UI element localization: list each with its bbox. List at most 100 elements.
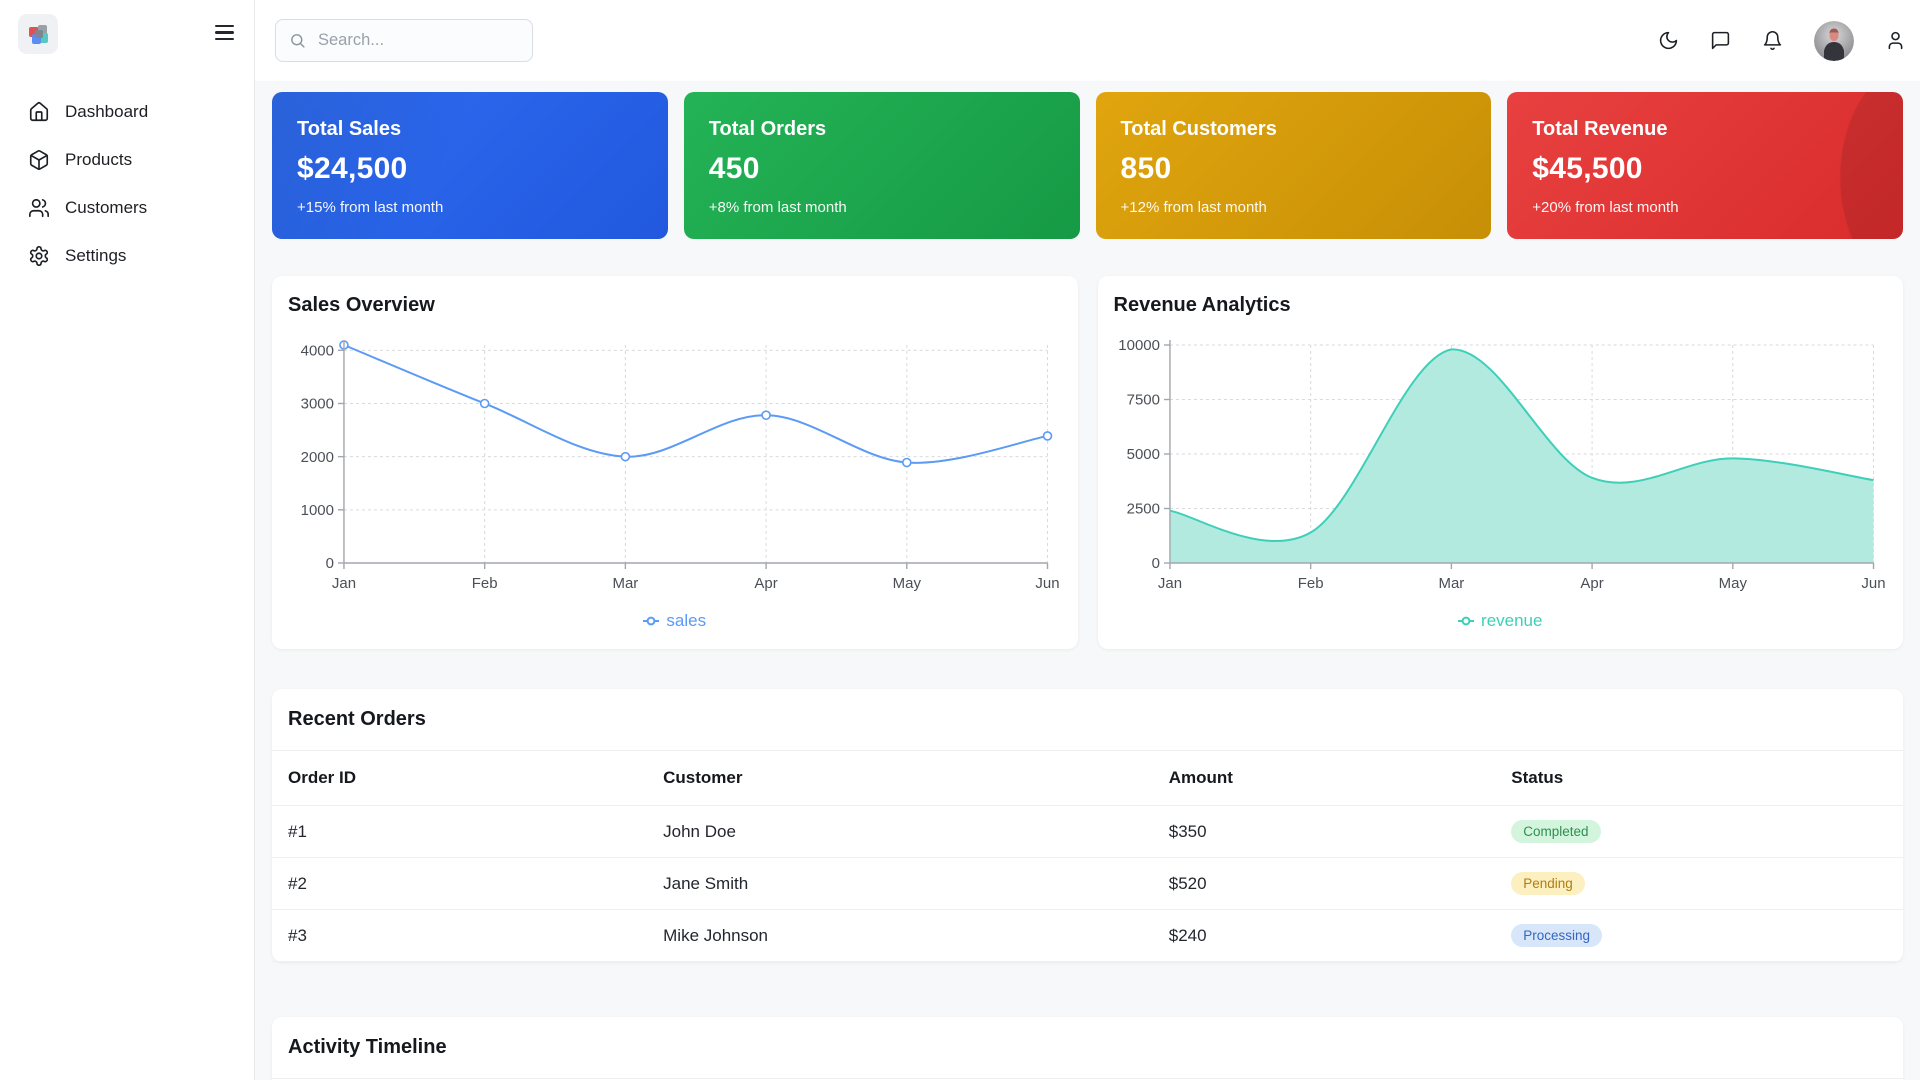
stat-card-total-revenue: Total Revenue $45,500 +20% from last mon… xyxy=(1507,92,1903,239)
column-header-status: Status xyxy=(1495,751,1903,806)
table-row: #3 Mike Johnson $240 Processing xyxy=(272,909,1903,962)
svg-text:Jun: Jun xyxy=(1035,575,1059,592)
cell-order-id: #1 xyxy=(272,805,648,858)
cell-amount: $350 xyxy=(1152,805,1496,858)
users-icon xyxy=(29,198,49,218)
avatar-image xyxy=(1814,20,1854,61)
page-content: Total Sales $24,500 +15% from last month… xyxy=(255,81,1920,1080)
legend-label: sales xyxy=(666,611,707,630)
cell-status: Processing xyxy=(1495,909,1903,962)
stat-value: $24,500 xyxy=(297,152,408,185)
stat-change: +8% from last month xyxy=(708,199,847,216)
cell-customer: John Doe xyxy=(647,805,1153,858)
svg-text:3000: 3000 xyxy=(301,396,334,413)
svg-text:7500: 7500 xyxy=(1126,392,1159,409)
stat-title: Total Customers xyxy=(1120,118,1277,140)
chart-legend: revenue xyxy=(1114,611,1888,631)
sidebar-item-label: Customers xyxy=(65,198,148,217)
moon-icon xyxy=(1659,31,1678,50)
top-bar xyxy=(255,0,1920,81)
sidebar-item-label: Dashboard xyxy=(65,102,149,121)
svg-text:Feb: Feb xyxy=(472,575,498,592)
stat-value: 850 xyxy=(1120,152,1172,185)
stat-value: $45,500 xyxy=(1532,152,1643,185)
charts-row: Sales Overview 0 1000 2000 3000 4000 Jan Feb Ma… xyxy=(272,276,1903,649)
chart-title: Revenue Analytics xyxy=(1113,294,1291,316)
app-logo xyxy=(18,14,58,54)
sales-overview-card: Sales Overview 0 1000 2000 3000 4000 Jan Feb Ma… xyxy=(272,276,1078,649)
sidebar-item-label: Settings xyxy=(65,246,127,265)
stat-change: +12% from last month xyxy=(1120,199,1267,216)
cell-order-id: #2 xyxy=(272,857,648,910)
chart-title: Sales Overview xyxy=(288,294,435,316)
recent-orders-card: Recent Orders Order ID Customer Amount S… xyxy=(272,689,1903,962)
notifications-button[interactable] xyxy=(1762,30,1783,51)
header-actions xyxy=(1658,20,1906,61)
cell-status: Pending xyxy=(1495,857,1903,910)
main-area: Total Sales $24,500 +15% from last month… xyxy=(255,0,1920,1080)
sidebar-item-settings[interactable]: Settings xyxy=(0,232,254,280)
search-input[interactable] xyxy=(316,30,519,51)
section-title: Recent Orders xyxy=(272,689,1903,751)
table-row: #1 John Doe $350 Completed xyxy=(272,805,1903,858)
svg-text:Jan: Jan xyxy=(332,575,356,592)
menu-toggle-icon[interactable] xyxy=(213,23,236,42)
cell-amount: $520 xyxy=(1152,857,1496,910)
column-header-customer: Customer xyxy=(647,751,1153,806)
status-badge: Completed xyxy=(1511,820,1601,843)
sidebar-top xyxy=(0,0,254,54)
gear-icon xyxy=(29,246,49,266)
svg-text:Mar: Mar xyxy=(1438,575,1464,592)
cell-status: Completed xyxy=(1495,805,1903,858)
package-icon xyxy=(29,150,49,170)
sidebar-item-dashboard[interactable]: Dashboard xyxy=(0,88,254,136)
svg-text:1000: 1000 xyxy=(301,502,334,519)
stat-change: +15% from last month xyxy=(297,199,444,216)
table-row: #2 Jane Smith $520 Pending xyxy=(272,857,1903,910)
svg-text:5000: 5000 xyxy=(1126,446,1159,463)
stat-title: Total Revenue xyxy=(1532,118,1668,140)
user-avatar[interactable] xyxy=(1814,20,1854,61)
stat-cards-row: Total Sales $24,500 +15% from last month… xyxy=(272,92,1903,239)
stat-card-total-sales: Total Sales $24,500 +15% from last month xyxy=(272,92,668,239)
chat-bubble-icon xyxy=(1711,31,1730,50)
stat-card-total-orders: Total Orders 450 +8% from last month xyxy=(683,92,1080,239)
logo-cube-icon xyxy=(28,24,48,44)
svg-text:Apr: Apr xyxy=(754,575,777,592)
search-box[interactable] xyxy=(275,19,533,62)
column-header-amount: Amount xyxy=(1152,751,1496,806)
svg-text:Jun: Jun xyxy=(1861,575,1885,592)
cell-order-id: #3 xyxy=(272,909,648,962)
legend-line-icon xyxy=(643,616,660,626)
messages-button[interactable] xyxy=(1710,30,1731,51)
svg-text:4000: 4000 xyxy=(301,343,334,360)
section-title: Activity Timeline xyxy=(272,1017,1903,1079)
status-badge: Pending xyxy=(1511,872,1585,895)
legend-label: revenue xyxy=(1481,611,1543,630)
dark-mode-toggle[interactable] xyxy=(1658,30,1679,51)
revenue-analytics-card: Revenue Analytics 0 2500 5000 7500 10000 Jan F… xyxy=(1097,276,1903,649)
svg-text:Jan: Jan xyxy=(1157,575,1181,592)
cell-customer: Jane Smith xyxy=(647,857,1153,910)
stat-value: 450 xyxy=(708,152,760,185)
svg-text:2500: 2500 xyxy=(1126,501,1159,518)
stat-change: +20% from last month xyxy=(1532,199,1679,216)
person-icon xyxy=(1888,31,1903,50)
svg-text:Mar: Mar xyxy=(612,575,638,592)
svg-text:May: May xyxy=(893,575,922,592)
account-button[interactable] xyxy=(1885,30,1906,51)
svg-text:0: 0 xyxy=(1151,555,1159,572)
status-badge: Processing xyxy=(1511,924,1603,947)
stat-title: Total Sales xyxy=(297,118,402,140)
chart-legend: sales xyxy=(288,611,1062,631)
sidebar-item-label: Products xyxy=(65,150,133,169)
home-icon xyxy=(29,102,49,122)
sidebar-item-products[interactable]: Products xyxy=(0,136,254,184)
svg-text:2000: 2000 xyxy=(301,449,334,466)
sidebar-nav: Dashboard Products Customers xyxy=(0,88,254,280)
stat-title: Total Orders xyxy=(708,118,827,140)
sidebar: Dashboard Products Customers xyxy=(0,0,255,1080)
sidebar-item-customers[interactable]: Customers xyxy=(0,184,254,232)
activity-timeline-card: Activity Timeline New order received xyxy=(272,1017,1903,1080)
